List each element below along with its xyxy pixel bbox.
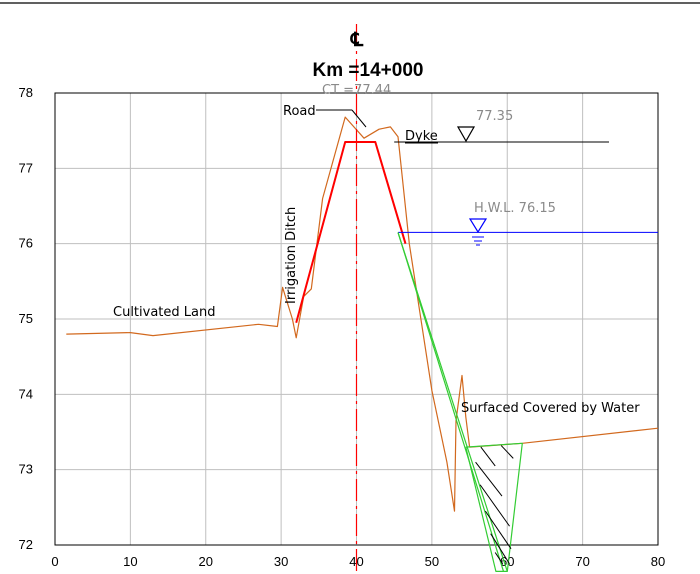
dyke-level-label: 77.35	[476, 109, 513, 124]
hatch-line-4	[490, 533, 510, 565]
hwl-label: H.W.L. 76.15	[474, 201, 556, 216]
hatch-line-1	[475, 461, 503, 497]
surfaced-label: Surfaced Covered by Water	[461, 401, 640, 416]
y-tick-label-72: 72	[19, 537, 33, 552]
y-tick-label-78: 78	[19, 85, 33, 100]
x-tick-label-0: 0	[51, 554, 58, 569]
hatch-line-3	[484, 510, 512, 550]
series-layer	[66, 24, 659, 574]
hatch-line-5	[494, 552, 504, 565]
series-trapezoid	[465, 442, 523, 573]
series-existing-ground	[66, 116, 659, 512]
cultivated-land-label: Cultivated Land	[113, 305, 215, 320]
x-tick-label-80: 80	[651, 554, 665, 569]
y-tick-label-76: 76	[19, 236, 33, 251]
x-tick-label-60: 60	[500, 554, 514, 569]
series-slope-line-1	[397, 232, 508, 572]
hatch-pattern	[475, 445, 514, 565]
y-tick-label-74: 74	[19, 386, 33, 401]
water-level-marker-icon	[468, 218, 488, 234]
x-tick-label-50: 50	[425, 554, 439, 569]
hatch-line-6	[500, 445, 514, 459]
plot-frame	[54, 92, 659, 546]
y-tick-label-73: 73	[19, 462, 33, 477]
ct-label: CT =77.44	[322, 83, 391, 98]
y-tick-label-75: 75	[19, 311, 33, 326]
chart-title: Km =14+000	[313, 60, 424, 81]
road-leader-arrow	[351, 109, 367, 128]
y-tick-label-77: 77	[19, 160, 33, 175]
series-slope-line-2	[397, 232, 505, 572]
dyke-label: Dyke	[405, 129, 438, 144]
x-tick-label-20: 20	[199, 554, 213, 569]
hatch-line-0	[480, 446, 496, 467]
irrigation-ditch-label: Irrigation Ditch	[284, 207, 299, 304]
x-tick-label-10: 10	[123, 554, 137, 569]
dyke-level-marker-icon	[456, 126, 476, 143]
series-design-section	[295, 141, 407, 324]
road-label: Road	[283, 104, 316, 119]
x-tick-label-30: 30	[274, 554, 288, 569]
hatch-line-2	[479, 484, 510, 527]
centerline-symbol: ℄	[350, 30, 364, 51]
x-tick-label-70: 70	[575, 554, 589, 569]
